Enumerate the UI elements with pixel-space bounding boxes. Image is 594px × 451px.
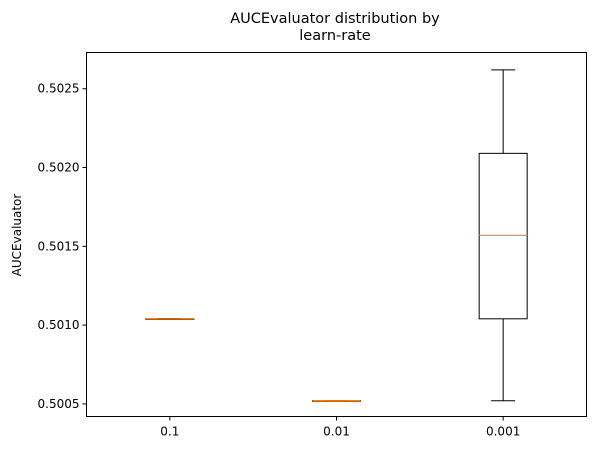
- box-0.001: [478, 69, 528, 402]
- x-tick-label: 0.001: [486, 425, 520, 439]
- y-tick-label: 0.5010: [38, 318, 80, 332]
- chart-title-line-1: AUCEvaluator distribution by: [230, 11, 440, 27]
- y-tick-label: 0.5025: [38, 82, 80, 96]
- y-tick-label: 0.5015: [38, 239, 80, 253]
- box-0.01: [312, 400, 361, 402]
- x-tick-label: 0.1: [160, 425, 179, 439]
- box-body: [478, 152, 528, 320]
- y-axis-label: AUCEvaluator: [10, 194, 24, 277]
- plot-area-frame: [86, 52, 587, 417]
- y-tick-label: 0.5005: [38, 397, 80, 411]
- chart-title-line-2: learn-rate: [299, 28, 370, 44]
- y-tick-label: 0.5020: [38, 161, 80, 175]
- x-tick-label: 0.01: [323, 425, 350, 439]
- box-0.1: [145, 318, 195, 320]
